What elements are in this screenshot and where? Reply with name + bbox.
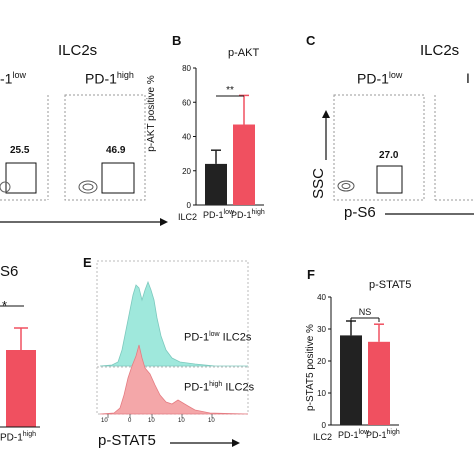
panel-d-cat-text: PD-1 <box>0 432 23 444</box>
panel-e-low-sup: low <box>209 331 220 338</box>
panel-e-tick-1: 0 <box>128 418 132 424</box>
panel-c-low-text: PD-1 <box>357 70 389 87</box>
panel-f-cat-ilc2: ILC2 <box>313 432 333 442</box>
panel-a-x-arrowhead <box>160 218 168 226</box>
panel-f-cat-low-sup: low <box>358 429 370 436</box>
panel-b-cat-high-sup: high <box>251 209 265 216</box>
panel-c-cut-label: I <box>466 70 470 86</box>
panel-a-low-label: -1low <box>0 70 26 87</box>
panel-c-xaxis: p-S6 <box>344 204 376 221</box>
panel-b-letter: B <box>172 33 182 48</box>
panel-b-ytick-label-3: 60 <box>182 98 191 107</box>
panel-f-cat-low: PD-1low <box>338 429 369 440</box>
panel-c-value: 27.0 <box>379 150 399 161</box>
panel-b-cat-low-text: PD-1 <box>203 210 224 220</box>
panel-e-low-text: PD-1 <box>184 331 210 344</box>
panel-a-plot1-gate <box>5 162 37 194</box>
panel-a-plot2-gate <box>101 162 135 194</box>
panel-e-letter: E <box>83 255 92 270</box>
panel-f-ylabel: p-STAT5 positive % <box>304 324 316 411</box>
panel-f-bar-high <box>368 341 390 425</box>
panel-f-ytick-label-4: 40 <box>317 293 326 302</box>
panel-a-high-label: PD-1high <box>85 70 134 87</box>
panel-b-ytick-label-1: 20 <box>182 167 191 176</box>
panel-a-plot2-contour <box>78 180 98 194</box>
panel-d-cat-sup: high <box>22 431 37 438</box>
panel-e-low-suffix: ILC2s <box>219 331 252 344</box>
panel-f-cat-low-text: PD-1 <box>338 430 359 440</box>
panel-c-plot1-contour <box>337 180 355 192</box>
panel-b-ytick-label-4: 80 <box>182 64 191 73</box>
panel-a-plot1-contour <box>0 181 11 193</box>
panel-f-cat-high-sup: high <box>386 429 400 436</box>
panel-f-title: p-STAT5 <box>369 279 412 291</box>
panel-c-y-arrowhead <box>322 110 330 118</box>
panel-d-cat-label: PD-1high <box>0 431 36 443</box>
panel-e-x-arrowhead <box>232 439 240 447</box>
panel-a-low-sup: low <box>12 70 26 80</box>
panel-e-tick-3: 10 <box>178 418 185 424</box>
panel-e-xaxis: p-STAT5 <box>98 432 156 449</box>
panel-e-high-label: PD-1high ILC2s <box>184 381 254 394</box>
panel-e-tick-0: 10 <box>101 418 108 424</box>
panel-b-cat-low-sup: low <box>223 209 235 216</box>
panel-b-significance: ** <box>226 85 234 96</box>
panel-e-tick-2: 10 <box>148 418 155 424</box>
panel-b-bar-low <box>205 163 227 205</box>
panel-b-ytick-label-2: 40 <box>182 133 191 142</box>
panel-c-letter: C <box>306 33 316 48</box>
panel-b-title: p-AKT <box>228 47 260 59</box>
panel-b-cat-high-text: PD-1 <box>231 210 252 220</box>
panel-a-plot2-frame <box>64 94 146 201</box>
panel-c-plot1-frame <box>333 94 425 201</box>
panel-b-ytick-label-0: 0 <box>187 201 192 210</box>
panel-c-title: ILC2s <box>420 42 460 59</box>
panel-a-high-text: PD-1 <box>85 70 117 87</box>
panel-f-ytick-label-1: 10 <box>317 389 326 398</box>
panel-f-bar-low <box>340 335 362 425</box>
panel-c-plot1-gate <box>376 165 403 194</box>
panel-f-significance: NS <box>359 307 372 317</box>
panel-b-cat-low: PD-1low <box>203 209 234 220</box>
panel-b-bar-high <box>233 124 255 205</box>
panel-a-title: ILC2s <box>58 42 98 59</box>
panel-b-cat-ilc2: ILC2 <box>178 212 198 222</box>
panel-a-plot2-contour-inner <box>82 183 94 191</box>
panel-f-ytick-label-3: 30 <box>317 325 326 334</box>
panel-a-low-value: 25.5 <box>10 145 30 156</box>
panel-a-high-value: 46.9 <box>106 145 126 156</box>
panel-e-tick-4: 10 <box>208 418 215 424</box>
panel-a-low-text: -1 <box>0 70 13 87</box>
panel-b-cat-high: PD-1high <box>231 209 265 220</box>
panel-e-tick-marks <box>107 414 213 418</box>
panel-c-low-label: PD-1low <box>357 70 402 87</box>
panel-e-high-histogram <box>99 344 249 415</box>
panel-d-title: S6 <box>0 263 19 280</box>
panel-c-low-sup: low <box>388 70 403 80</box>
panel-e-low-label: PD-1low ILC2s <box>184 331 251 344</box>
panel-f-ytick-label-2: 20 <box>317 357 326 366</box>
panel-f-cat-high-text: PD-1 <box>366 430 387 440</box>
panel-e-low-histogram <box>99 280 248 367</box>
panel-f-ytick-label-0: 0 <box>322 421 327 430</box>
panel-e-high-suffix: ILC2s <box>222 381 255 394</box>
panel-a-high-sup: high <box>116 70 134 80</box>
panel-e-high-sup: high <box>209 381 223 388</box>
panel-d-bar-high <box>6 350 36 427</box>
panel-e-high-text: PD-1 <box>184 381 210 394</box>
panel-f-cat-high: PD-1high <box>366 429 400 440</box>
panel-c-plot1-contour-inner <box>341 183 351 189</box>
panel-f-letter: F <box>307 267 315 282</box>
